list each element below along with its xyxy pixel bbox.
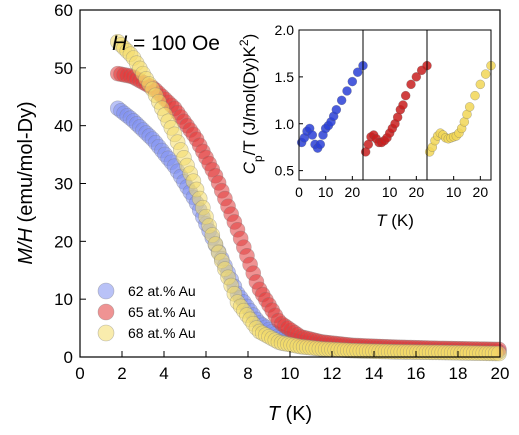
inset-y-tick-label: 1.5 (275, 69, 295, 85)
inset-data-point (464, 102, 475, 112)
x-tick-label: 2 (117, 364, 126, 383)
y-tick-label: 10 (54, 290, 73, 309)
inset-x-tick-label: 0 (295, 184, 303, 200)
inset-x-tick-label: 10 (446, 184, 462, 200)
inset-data-point (331, 104, 342, 115)
inset-x-tick-label: 10 (382, 184, 398, 200)
x-tick-label: 8 (243, 364, 252, 383)
y-tick-label: 0 (64, 348, 73, 367)
x-tick-label: 0 (75, 364, 84, 383)
x-tick-label: 12 (323, 364, 342, 383)
inset-x-axis-title-variable: T (376, 211, 388, 230)
series-3 (110, 34, 507, 362)
x-tick-label: 20 (491, 364, 510, 383)
legend-marker (97, 303, 115, 321)
inset-y-axis-title-end: ) (240, 34, 259, 40)
x-tick-label: 14 (365, 364, 384, 383)
x-tick-label: 10 (281, 364, 300, 383)
inset-data-point (352, 67, 363, 77)
inset-panel-1-series (296, 60, 368, 153)
x-tick-label: 4 (159, 364, 168, 383)
inset-background (299, 30, 491, 180)
inset-axes: 0 10 20 10 20 10 20 0.5 1.0 1.5 2.0 (275, 22, 492, 200)
inset-y-tick-label: 0.5 (275, 163, 295, 179)
inset-data-point (406, 79, 416, 90)
y-tick-label: 40 (54, 117, 73, 136)
inset-x-tick-label: 20 (473, 184, 489, 200)
x-axis-title-variable: T (268, 403, 282, 425)
inset-series-layer (296, 60, 496, 157)
data-point (491, 345, 507, 362)
y-tick-label: 50 (54, 59, 73, 78)
x-tick-label: 18 (449, 364, 468, 383)
inset-panel-2-series (360, 60, 432, 157)
inset-data-point (342, 86, 352, 96)
inset-data-point (347, 76, 358, 87)
inset-y-tick-label: 1.0 (275, 116, 295, 132)
field-annotation-value: = 100 Oe (127, 32, 220, 55)
inset-y-axis-title-variable: C (240, 161, 259, 174)
inset-x-tick-label: 10 (318, 184, 334, 200)
y-axis-title-unit: (emu/mol-Dy) (15, 101, 37, 228)
inset-x-tick-label: 20 (345, 184, 361, 200)
inset-y-axis-title-unit: /T (J/mol(Dy)K (240, 45, 259, 155)
inset-x-axis-title: T (K) (376, 211, 414, 230)
inset-data-point (307, 130, 318, 140)
main-series-layer (110, 34, 507, 362)
y-tick-label: 30 (54, 175, 73, 194)
field-annotation-variable: H (112, 32, 128, 55)
legend: 62 at.% Au 65 at.% Au 68 at.% Au (97, 282, 196, 342)
inset-x-tick-label: 20 (409, 184, 425, 200)
inset-data-point (398, 100, 408, 110)
legend-label: 62 at.% Au (128, 283, 196, 299)
y-tick-label: 60 (54, 1, 73, 20)
legend-label: 68 at.% Au (128, 325, 196, 341)
inset-data-point (336, 95, 347, 106)
legend-label: 65 at.% Au (128, 304, 196, 320)
inset-y-axis-title-subscript: p (251, 155, 265, 162)
legend-marker (97, 282, 115, 300)
inset-y-axis-title: Cp/T (J/mol(Dy)K2) (237, 34, 265, 175)
x-tick-label: 16 (407, 364, 426, 383)
y-tick-label: 20 (54, 232, 73, 251)
inset: 0 10 20 10 20 10 20 0.5 1.0 1.5 2.0 Cp/T (J/mol(Dy… (237, 22, 496, 230)
inset-data-point (315, 139, 326, 150)
inset-data-point (475, 79, 486, 90)
inset-y-axis-title-superscript: 2 (237, 39, 251, 46)
inset-data-point (470, 90, 480, 101)
legend-marker (97, 324, 115, 342)
x-tick-label: 6 (201, 364, 210, 383)
inset-x-axis-title-unit: (K) (387, 211, 414, 230)
inset-frame (298, 29, 492, 181)
x-axis-title: T (K) (268, 403, 312, 425)
x-axis-title-unit: (K) (280, 403, 312, 425)
inset-data-point (400, 90, 411, 101)
inset-data-point (480, 69, 491, 79)
y-axis-title: M/H (emu/mol-Dy) (15, 101, 37, 264)
inset-y-tick-label: 2.0 (275, 22, 295, 38)
inset-data-point (411, 72, 422, 82)
y-axis-title-variable: M/H (15, 227, 37, 264)
field-annotation: H = 100 Oe (112, 32, 220, 55)
